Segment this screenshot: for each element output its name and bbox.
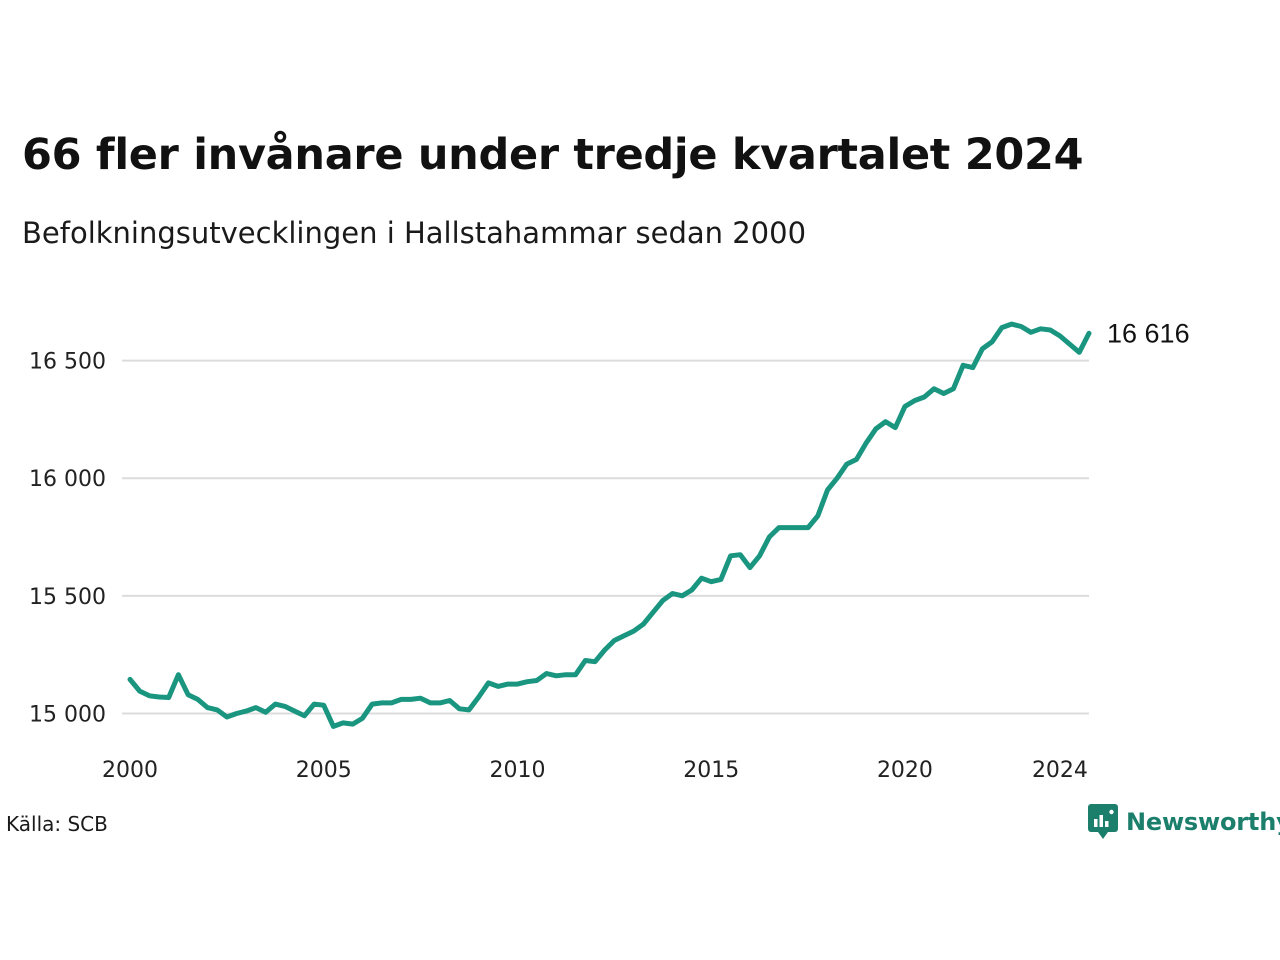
y-tick-label: 15 000	[29, 702, 106, 727]
end-value-label: 16 616	[1107, 318, 1190, 348]
chart-title: 66 fler invånare under tredje kvartalet …	[22, 130, 1084, 180]
x-tick-label: 2015	[683, 758, 739, 783]
source-label: Källa: SCB	[6, 812, 108, 836]
x-tick-label: 2024	[1032, 758, 1088, 783]
population-series-line	[127, 321, 1092, 729]
x-tick-label: 2020	[877, 758, 933, 783]
x-tick-label: 2010	[489, 758, 545, 783]
newsworthy-brand: Newsworthy	[1088, 804, 1280, 840]
x-tick-label: 2000	[102, 758, 158, 783]
newsworthy-logo-icon	[1088, 804, 1118, 839]
y-tick-label: 16 000	[29, 467, 106, 492]
y-tick-label: 15 500	[29, 585, 106, 610]
y-tick-label: 16 500	[29, 350, 106, 375]
brand-name: Newsworthy	[1126, 808, 1280, 836]
chart-subtitle: Befolkningsutvecklingen i Hallstahammar …	[22, 216, 807, 250]
x-tick-label: 2005	[296, 758, 352, 783]
